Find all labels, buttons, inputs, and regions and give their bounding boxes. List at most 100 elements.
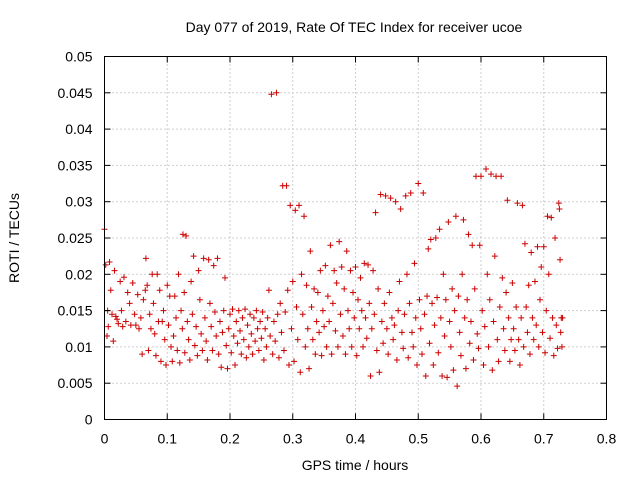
data-point (475, 345, 482, 352)
data-point (460, 216, 467, 223)
data-point (142, 255, 149, 262)
data-point (254, 325, 261, 332)
data-point (185, 336, 192, 343)
data-point (224, 365, 231, 372)
data-point (188, 278, 195, 285)
data-point (176, 359, 183, 366)
data-point (265, 287, 272, 294)
data-point (195, 267, 202, 274)
data-point (170, 333, 177, 340)
data-point (193, 323, 200, 330)
data-point (530, 336, 537, 343)
data-point (557, 256, 564, 263)
data-point (465, 231, 472, 238)
data-point (292, 207, 299, 214)
data-point (503, 289, 510, 296)
data-point (486, 296, 493, 303)
data-point (175, 271, 182, 278)
x-tick-label: 0.5 (409, 431, 429, 447)
data-point (200, 255, 207, 262)
data-point (398, 329, 405, 336)
data-point (416, 296, 423, 303)
data-point (419, 351, 426, 358)
data-point (337, 311, 344, 318)
data-point (267, 333, 274, 340)
data-point (412, 314, 419, 321)
data-point (425, 245, 432, 252)
data-point (255, 347, 262, 354)
data-point (442, 296, 449, 303)
data-point (375, 285, 382, 292)
data-point (126, 300, 133, 307)
data-point (150, 300, 157, 307)
data-point (205, 256, 212, 263)
data-point (214, 255, 221, 262)
data-point (104, 333, 111, 340)
data-point (218, 364, 225, 371)
data-point (250, 314, 257, 321)
data-point (459, 271, 466, 278)
data-point (235, 307, 242, 314)
data-point (358, 307, 365, 314)
data-point (189, 311, 196, 318)
data-point (171, 293, 178, 300)
data-point (455, 293, 462, 300)
data-point (485, 343, 492, 350)
data-point (334, 343, 341, 350)
data-point (367, 372, 374, 379)
x-tick-label: 0.7 (534, 431, 554, 447)
data-point (306, 365, 313, 372)
data-point (181, 349, 188, 356)
data-point (299, 311, 306, 318)
data-point (552, 235, 559, 241)
data-point (348, 343, 355, 350)
data-point (179, 231, 186, 238)
data-point (294, 336, 301, 343)
data-point (539, 329, 546, 336)
data-point (509, 280, 516, 287)
data-point (154, 271, 161, 278)
data-point (365, 261, 372, 268)
data-point (396, 278, 403, 285)
data-point (328, 351, 335, 358)
data-point (385, 351, 392, 358)
y-tick-label: 0.045 (57, 85, 92, 101)
data-point (201, 314, 208, 321)
data-point (319, 307, 326, 314)
y-tick-label: 0.025 (57, 230, 92, 246)
data-point (248, 330, 255, 337)
data-point (149, 271, 156, 278)
data-point (368, 325, 375, 332)
data-point (447, 343, 454, 350)
data-point (349, 289, 356, 296)
data-point (336, 238, 343, 245)
data-point (262, 325, 269, 332)
data-point (381, 300, 388, 307)
data-point (313, 318, 320, 325)
data-point (513, 303, 520, 310)
data-point (533, 322, 540, 329)
data-point (372, 209, 379, 216)
data-point (405, 354, 412, 361)
data-point (151, 330, 158, 337)
data-point (323, 343, 330, 350)
data-point (346, 325, 353, 332)
data-point (273, 89, 280, 96)
data-point (159, 318, 166, 325)
data-point (117, 278, 124, 285)
data-point (461, 314, 468, 321)
data-point (494, 336, 501, 343)
data-point (210, 262, 217, 269)
data-point (526, 351, 533, 358)
grid-lines (104, 56, 607, 420)
data-point (166, 293, 173, 300)
data-point (183, 232, 190, 239)
data-point (140, 296, 147, 303)
data-point (287, 202, 294, 209)
data-point (370, 267, 377, 274)
x-axis-label: GPS time / hours (302, 457, 409, 473)
data-point (351, 314, 358, 321)
data-point (317, 267, 324, 274)
data-point (424, 293, 431, 300)
data-point (314, 289, 321, 296)
